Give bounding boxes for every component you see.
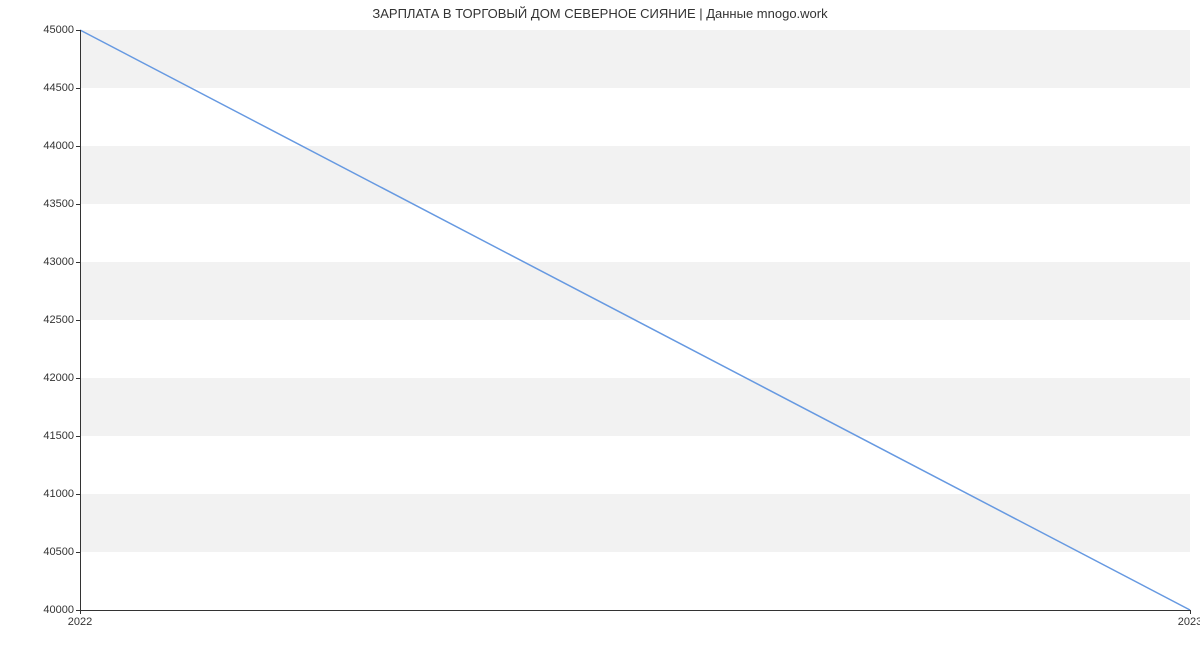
y-tick-label: 41000 bbox=[43, 488, 74, 500]
y-tick-label: 40000 bbox=[43, 604, 74, 616]
y-tick-label: 45000 bbox=[43, 24, 74, 36]
y-tick-label: 44500 bbox=[43, 82, 74, 94]
x-tick-mark bbox=[1190, 610, 1191, 614]
y-tick-label: 40500 bbox=[43, 546, 74, 558]
series-line-salary bbox=[80, 30, 1190, 610]
salary-line-chart: ЗАРПЛАТА В ТОРГОВЫЙ ДОМ СЕВЕРНОЕ СИЯНИЕ … bbox=[0, 0, 1200, 650]
chart-title: ЗАРПЛАТА В ТОРГОВЫЙ ДОМ СЕВЕРНОЕ СИЯНИЕ … bbox=[0, 6, 1200, 21]
plot-area: 4000040500410004150042000425004300043500… bbox=[80, 30, 1190, 610]
y-tick-label: 42000 bbox=[43, 372, 74, 384]
x-axis-line bbox=[80, 610, 1190, 611]
y-tick-label: 43000 bbox=[43, 256, 74, 268]
y-tick-label: 42500 bbox=[43, 314, 74, 326]
y-tick-label: 44000 bbox=[43, 140, 74, 152]
x-tick-label: 2023 bbox=[1178, 616, 1200, 628]
y-axis-line bbox=[80, 30, 81, 610]
y-tick-label: 41500 bbox=[43, 430, 74, 442]
y-tick-label: 43500 bbox=[43, 198, 74, 210]
line-layer bbox=[80, 30, 1190, 610]
x-tick-label: 2022 bbox=[68, 616, 92, 628]
